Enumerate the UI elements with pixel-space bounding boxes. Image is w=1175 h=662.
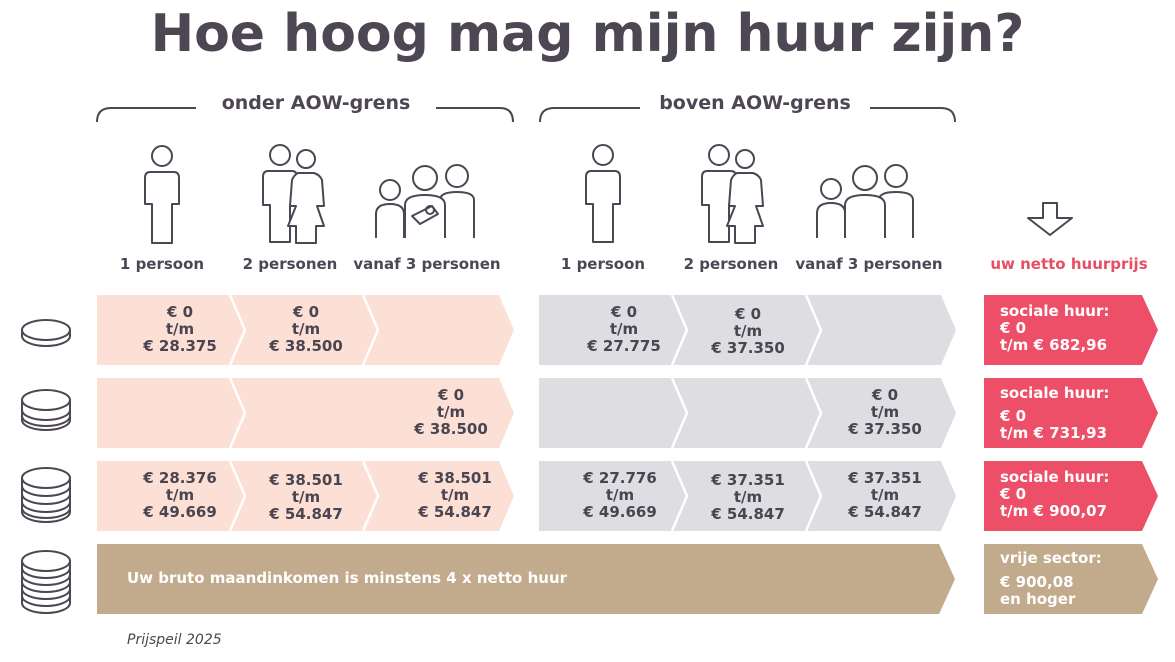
- result-value: € 0 t/m € 731,93: [1000, 407, 1108, 442]
- result-title: sociale huur:: [1000, 384, 1110, 402]
- row-4-shapes: [97, 544, 1158, 614]
- two-persons-icon: [701, 144, 764, 244]
- footnote: Prijspeil 2025: [127, 632, 222, 648]
- income-cell: € 28.376 t/m € 49.669: [143, 469, 217, 521]
- household-label: 1 persoon: [560, 255, 646, 273]
- household-label: 1 persoon: [119, 255, 205, 273]
- result-title: sociale huur:: [1000, 302, 1110, 320]
- income-cell: € 27.776 t/m € 49.669: [583, 469, 657, 521]
- result-value: € 0 t/m € 682,96: [1000, 319, 1108, 354]
- result-value: € 0 t/m € 900,07: [1000, 485, 1108, 520]
- row-2-shapes: [97, 377, 1158, 449]
- bruto-inkomen-text: Uw bruto maandinkomen is minstens 4 x ne…: [127, 569, 568, 587]
- row-1-shapes: [97, 294, 1158, 366]
- household-label: 2 personen: [683, 255, 779, 273]
- arrow-down-icon: [1027, 202, 1073, 236]
- income-cell: € 0 t/m € 37.350: [848, 386, 922, 438]
- result-title: vrije sector:: [1000, 549, 1102, 567]
- income-cell: € 0 t/m € 38.500: [269, 303, 343, 355]
- single-person-icon: [585, 144, 621, 243]
- income-cell: € 0 t/m € 28.375: [143, 303, 217, 355]
- result-title: sociale huur:: [1000, 468, 1110, 486]
- income-cell: € 0 t/m € 37.350: [711, 305, 785, 357]
- income-cell: € 38.501 t/m € 54.847: [269, 471, 343, 523]
- page-title: Hoe hoog mag mijn huur zijn?: [150, 4, 1025, 64]
- coin-stack-3-icon: [21, 389, 71, 431]
- household-label: 2 personen: [242, 255, 338, 273]
- income-cell: € 0 t/m € 27.775: [587, 303, 661, 355]
- household-label: vanaf 3 personen: [795, 255, 943, 273]
- income-cell: € 38.501 t/m € 54.847: [418, 469, 492, 521]
- netto-label: uw netto huurprijs: [990, 255, 1148, 273]
- family-icon: [375, 164, 475, 238]
- coin-stack-5-icon: [21, 467, 71, 523]
- single-person-icon: [144, 145, 180, 244]
- row-3-shapes: [97, 460, 1158, 532]
- result-value: € 900,08 en hoger: [1000, 573, 1076, 608]
- household-label: vanaf 3 personen: [353, 255, 501, 273]
- coin-stack-1-icon: [21, 319, 71, 347]
- income-cell: € 37.351 t/m € 54.847: [711, 471, 785, 523]
- income-cell: € 37.351 t/m € 54.847: [848, 469, 922, 521]
- income-cell: € 0 t/m € 38.500: [414, 386, 488, 438]
- group-label-boven: boven AOW-grens: [640, 92, 870, 114]
- coin-stack-7-icon: [21, 550, 71, 614]
- two-persons-icon: [262, 144, 325, 244]
- group-label-onder: onder AOW-grens: [196, 92, 436, 114]
- family-icon: [816, 164, 914, 238]
